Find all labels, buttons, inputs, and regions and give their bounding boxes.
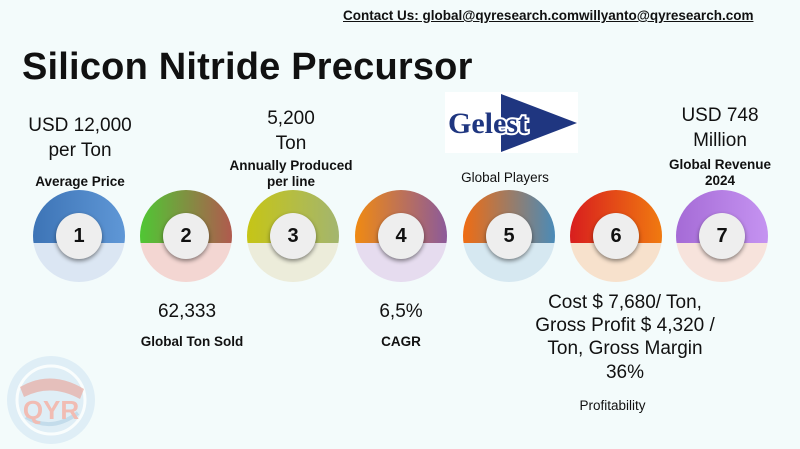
contact-link[interactable]: Contact Us: global@qyresearch.comwillyan… bbox=[343, 8, 754, 23]
global-ton-sold-value: 62,333 bbox=[157, 301, 217, 322]
annual-production-label: Annually Produced per line bbox=[205, 158, 377, 190]
step-circle-6: 6 bbox=[570, 190, 662, 282]
circle-number-3: 3 bbox=[270, 213, 316, 259]
annual-production-label-line1: Annually Produced bbox=[229, 158, 353, 173]
step-circle-2: 2 bbox=[140, 190, 232, 282]
annual-production-line1: 5,200 bbox=[267, 108, 315, 129]
average-price-value: USD 12,000 per Ton bbox=[0, 114, 160, 163]
annual-production-line2: Ton bbox=[275, 132, 307, 154]
profitability-line4: 36% bbox=[605, 361, 645, 383]
gelest-logo: Gelest bbox=[445, 92, 578, 153]
global-revenue-label-line2: 2024 bbox=[704, 173, 736, 189]
step-circle-1: 1 bbox=[33, 190, 125, 282]
circle-number-2: 2 bbox=[163, 213, 209, 259]
cagr-label: CAGR bbox=[381, 334, 421, 349]
page-title: Silicon Nitride Precursor bbox=[22, 46, 473, 88]
profitability-value: Cost $ 7,680/ Ton, Gross Profit $ 4,320 … bbox=[500, 291, 750, 384]
qyr-logo-text: QYR bbox=[23, 395, 80, 425]
circle-number-5: 5 bbox=[486, 213, 532, 259]
average-price-line1: USD 12,000 bbox=[28, 115, 132, 136]
circle-number-4: 4 bbox=[378, 213, 424, 259]
circle-number-7: 7 bbox=[699, 213, 745, 259]
circle-number-6: 6 bbox=[593, 213, 639, 259]
average-price-label: Average Price bbox=[35, 174, 125, 189]
global-revenue-label-line1: Global Revenue bbox=[668, 157, 772, 172]
global-players-label: Global Players bbox=[461, 170, 549, 185]
step-circle-3: 3 bbox=[247, 190, 339, 282]
circle-number-1: 1 bbox=[56, 213, 102, 259]
global-ton-sold-label: Global Ton Sold bbox=[140, 334, 244, 349]
step-circle-4: 4 bbox=[355, 190, 447, 282]
global-revenue-value: USD 748 Million bbox=[640, 104, 800, 153]
qyr-globe-icon: QYR bbox=[7, 356, 95, 444]
global-revenue-line1: USD 748 bbox=[681, 105, 759, 126]
step-circle-5: 5 bbox=[463, 190, 555, 282]
cagr-value: 6,5% bbox=[379, 301, 423, 322]
profitability-label: Profitability bbox=[579, 398, 646, 413]
global-revenue-label: Global Revenue 2024 bbox=[640, 157, 800, 189]
average-price-line2: per Ton bbox=[48, 139, 112, 161]
gelest-logo-text: Gelest bbox=[448, 107, 528, 140]
profitability-line3: Ton, Gross Margin bbox=[547, 338, 703, 360]
annual-production-label-line2: per line bbox=[266, 174, 315, 190]
gelest-logo-graphic: Gelest bbox=[446, 94, 577, 152]
profitability-line1: Cost $ 7,680/ Ton, bbox=[548, 292, 702, 313]
global-revenue-line2: Million bbox=[693, 129, 747, 151]
qyr-watermark-logo: QYR bbox=[6, 355, 96, 445]
profitability-line2: Gross Profit $ 4,320 / bbox=[535, 315, 715, 337]
annual-production-value: 5,200 Ton bbox=[211, 107, 371, 156]
step-circle-7: 7 bbox=[676, 190, 768, 282]
